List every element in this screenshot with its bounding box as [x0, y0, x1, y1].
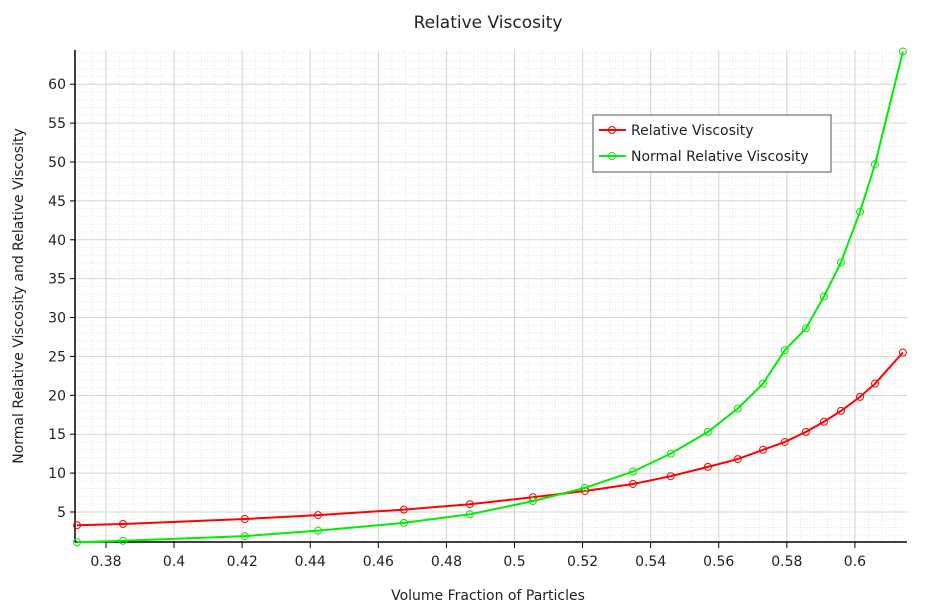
x-tick-label: 0.52 [567, 554, 598, 570]
data-point [628, 479, 637, 488]
legend-marker-relative [608, 126, 616, 134]
data-point [119, 519, 127, 528]
data-point [628, 467, 637, 476]
data-point [703, 427, 712, 436]
y-tick-label: 10 [48, 466, 66, 482]
data-point [73, 538, 82, 547]
data-point [528, 497, 537, 506]
x-tick-label: 0.44 [295, 554, 326, 570]
data-point [871, 379, 879, 388]
data-point [898, 47, 907, 56]
data-point [240, 514, 249, 523]
data-point [733, 404, 742, 413]
data-point [314, 511, 323, 520]
data-point [856, 207, 865, 216]
legend-label-normal: Normal Relative Viscosity [631, 149, 809, 165]
data-point [666, 472, 675, 481]
data-point [780, 346, 789, 355]
data-point [801, 427, 810, 436]
x-tick-label: 0.56 [703, 554, 734, 570]
y-tick-label: 30 [48, 311, 66, 327]
data-point [580, 483, 589, 492]
data-point [819, 417, 828, 426]
legend: Relative Viscosity Normal Relative Visco… [592, 114, 832, 173]
y-tick-label: 60 [48, 77, 66, 93]
chart-title: Relative Viscosity [414, 13, 563, 33]
x-tick-label: 0.54 [635, 554, 666, 570]
y-tick-label: 40 [48, 233, 66, 249]
series-layer [73, 47, 907, 547]
data-point [314, 526, 323, 535]
data-point [801, 324, 810, 333]
data-point [836, 406, 845, 415]
x-tick-label: 0.4 [163, 554, 185, 570]
y-tick-label: 15 [48, 427, 66, 443]
x-tick-label: 0.42 [227, 554, 258, 570]
x-tick-label: 0.38 [90, 554, 121, 570]
y-tick-label: 50 [48, 155, 66, 171]
x-tick-label: 0.46 [363, 554, 394, 570]
y-tick-label: 55 [48, 116, 66, 132]
axes: 0.38 0.4 0.42 0.44 0.46 0.48 0.5 0.52 0.54 0.56 0.… [48, 50, 907, 570]
data-point [836, 258, 845, 267]
legend-marker-normal [608, 152, 616, 160]
data-point [856, 392, 865, 401]
data-point [703, 462, 712, 471]
data-point [399, 505, 408, 514]
x-tick-label: 0.6 [844, 554, 866, 570]
data-point [871, 160, 879, 169]
legend-label-relative: Relative Viscosity [631, 123, 754, 139]
y-tick-label: 45 [48, 194, 66, 210]
data-point [759, 379, 767, 388]
x-tick-label: 0.5 [503, 554, 525, 570]
data-point [780, 437, 789, 446]
x-tick-label: 0.48 [431, 554, 462, 570]
data-point [898, 348, 907, 357]
x-tick-label: 0.58 [771, 554, 802, 570]
series-line-0 [76, 351, 904, 527]
x-axis-label: Volume Fraction of Particles [391, 588, 585, 604]
data-point [399, 518, 408, 527]
series-line-1 [76, 51, 904, 544]
y-axis-label: Normal Relative Viscosity and Relative V… [11, 128, 27, 464]
y-tick-label: 5 [57, 505, 66, 521]
grid [75, 50, 907, 542]
y-tick-label: 20 [48, 388, 66, 404]
y-tick-label: 35 [48, 272, 66, 288]
data-point [465, 500, 474, 509]
data-point [119, 536, 127, 545]
data-point [240, 532, 249, 541]
data-point [465, 510, 474, 519]
data-point [666, 449, 675, 458]
y-tick-label: 25 [48, 349, 66, 365]
data-point [733, 455, 742, 464]
data-point [819, 292, 828, 301]
data-point [73, 521, 82, 530]
data-point [759, 445, 767, 454]
